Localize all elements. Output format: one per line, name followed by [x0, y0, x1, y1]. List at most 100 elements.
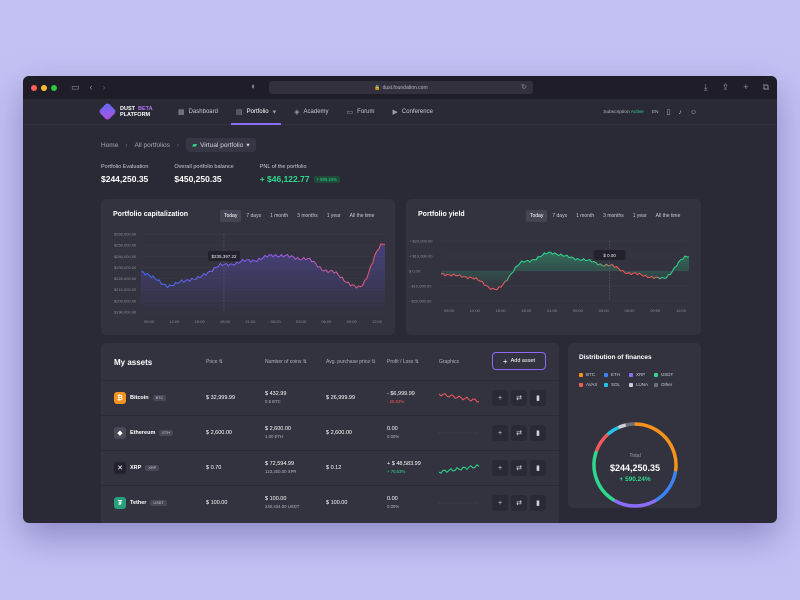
chat-icon: ▭ [346, 109, 354, 116]
donut-slice[interactable] [607, 425, 620, 436]
col-pl[interactable]: Profit / Loss ⇅ [387, 359, 419, 365]
legend-item[interactable]: BTC [579, 372, 604, 377]
col-coins[interactable]: Number of coins ⇅ [265, 359, 307, 365]
y-tick-label: $260,000.00 [114, 232, 137, 237]
x-tick-label: 09:00 [650, 308, 661, 313]
assets-title: My assets [114, 358, 153, 367]
breadcrumb-all-portfolios[interactable]: All portfolios [134, 141, 170, 149]
bell-icon[interactable]: ♪ [678, 108, 682, 116]
donut-slice[interactable] [592, 450, 615, 502]
exchange-button[interactable]: ⇄ [511, 460, 527, 476]
y-tick-label: + $10,000.00 [409, 254, 433, 259]
address-bar[interactable]: 🔒 dust.foundation.com ↻ [269, 81, 533, 94]
capitalization-chart[interactable]: $260,000.00 $250,000.00 $240,000.00 $230,00… [101, 199, 395, 335]
minimize-window-button[interactable] [41, 84, 47, 91]
breadcrumb-home[interactable]: Home [101, 141, 119, 149]
close-window-button[interactable] [31, 84, 37, 91]
maximize-window-button[interactable] [51, 84, 57, 91]
download-icon[interactable]: ⤓ [703, 82, 708, 92]
donut-slice[interactable] [625, 422, 635, 427]
table-row[interactable]: ◆ Ethereum ETH $ 2,600.00 $ 2,600.00 1.00 … [101, 415, 559, 450]
url-text: dust.foundation.com [382, 84, 428, 91]
donut-slice[interactable] [613, 498, 657, 508]
legend-item[interactable]: XRP [629, 372, 654, 377]
reload-icon[interactable]: ↻ [521, 84, 527, 91]
delete-button[interactable]: ▮ [530, 425, 546, 441]
table-row[interactable]: ₮ Tether USDT $ 100.00 $ 100.00 240,434.00… [101, 485, 559, 520]
donut-slice[interactable] [654, 470, 678, 502]
tab-1-year[interactable]: 1 year [632, 213, 647, 219]
series-area [141, 243, 385, 312]
tab-all-time[interactable]: All the time [655, 213, 681, 219]
tab-1-month[interactable]: 1 month [576, 213, 595, 219]
language-selector[interactable]: EN [651, 109, 659, 115]
plus-icon: + [497, 394, 503, 402]
asset-avg-price: $ 100.00 [326, 500, 348, 506]
tab-7-days[interactable]: 7 days [552, 213, 568, 219]
nav-conference[interactable]: ▶ Conference [384, 99, 442, 125]
exchange-button[interactable]: ⇄ [511, 390, 527, 406]
legend-swatch [579, 372, 583, 377]
table-row[interactable]: ✕ XRP XRP $ 0.70 $ 72,594.99 123,200.00 XP… [101, 450, 559, 485]
pl-pct: 0.00% [387, 504, 400, 509]
pl-value: 0.00 [387, 426, 398, 432]
y-tick-label: $ 0.00 [409, 269, 421, 274]
legend-item[interactable]: ETH [604, 372, 629, 377]
asset-avg-price: $ 2,600.00 [326, 430, 352, 436]
donut-slice[interactable] [618, 423, 628, 429]
tab-3-months[interactable]: 3 months [603, 213, 624, 219]
tab-today[interactable]: Today [526, 210, 548, 222]
buy-button[interactable]: + [492, 425, 508, 441]
x-tick-label: 09:00 [444, 308, 455, 313]
chevron-right-icon: › [176, 141, 180, 149]
sidebar-toggle-icon[interactable]: ▭ [71, 82, 80, 92]
tab-1-month[interactable]: 1 month [270, 213, 289, 219]
legend-label: SOL [611, 382, 621, 387]
user-icon[interactable]: ☺ [689, 108, 697, 116]
buy-button[interactable]: + [492, 495, 508, 511]
delete-button[interactable]: ▮ [530, 460, 546, 476]
asset-avg-price: $ 26,999.99 [326, 395, 356, 401]
donut-slice[interactable] [633, 422, 678, 473]
x-tick-label: 00:00 [271, 319, 282, 324]
tab-all-time[interactable]: All the time [349, 213, 375, 219]
shield-icon[interactable]: ◐ [251, 81, 257, 91]
logo[interactable]: DUST BETA PLATFORM [98, 102, 153, 121]
nav-forum[interactable]: ▭ Forum [338, 99, 384, 125]
tab-7-days[interactable]: 7 days [246, 213, 262, 219]
delete-button[interactable]: ▮ [530, 390, 546, 406]
nav-academy[interactable]: ◈ Academy [285, 99, 337, 125]
col-avg[interactable]: Avg. purchase price ⇅ [326, 359, 376, 365]
legend-label: LUNA [636, 382, 649, 387]
distribution-donut[interactable] [568, 343, 701, 508]
tab-1-year[interactable]: 1 year [326, 213, 341, 219]
portfolio-selector[interactable]: ▰ Virtual portfolio ▾ [186, 138, 256, 152]
tab-today[interactable]: Today [220, 210, 242, 222]
back-icon[interactable]: ‹ [89, 82, 93, 92]
legend-item[interactable]: SOL [604, 382, 629, 387]
tab-3-months[interactable]: 3 months [297, 213, 318, 219]
legend-item[interactable]: USDT [654, 372, 679, 377]
yield-chart[interactable]: + $20,000.00 + $10,000.00 $ 0.00 - $10,000.… [406, 199, 701, 335]
nav-dashboard[interactable]: ▦ Dashboard [169, 99, 227, 125]
delete-button[interactable]: ▮ [530, 495, 546, 511]
forward-icon[interactable]: › [102, 82, 106, 92]
legend-item[interactable]: LUNA [629, 382, 654, 387]
book-icon[interactable]: ▯ [666, 109, 671, 116]
table-row[interactable]: ₿ Bitcoin BTC $ 32,999.99 $ 432.99 0.5 BTC… [101, 380, 559, 415]
new-tab-icon[interactable]: + [743, 82, 749, 92]
add-asset-button[interactable]: + Add asset [492, 352, 546, 370]
legend-item[interactable]: Other [654, 382, 679, 387]
tabs-icon[interactable]: ⧉ [762, 82, 769, 92]
col-price[interactable]: Price ⇅ [206, 359, 223, 365]
sort-icon: ⇅ [414, 359, 419, 365]
exchange-button[interactable]: ⇄ [511, 495, 527, 511]
subscription-status[interactable]: Subscription Active [603, 110, 644, 115]
legend-item[interactable]: AVAX [579, 382, 604, 387]
buy-button[interactable]: + [492, 390, 508, 406]
nav-portfolio[interactable]: ▤ Portfolio ▾ [227, 99, 285, 125]
exchange-button[interactable]: ⇄ [511, 425, 527, 441]
share-icon[interactable]: ⇪ [721, 82, 730, 92]
buy-button[interactable]: + [492, 460, 508, 476]
donut-slice[interactable] [595, 433, 610, 452]
